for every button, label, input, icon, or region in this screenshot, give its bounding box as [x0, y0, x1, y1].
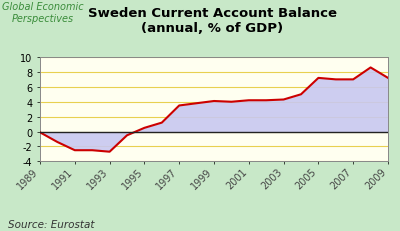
Text: Global Economic
Perspectives: Global Economic Perspectives	[2, 2, 84, 24]
Text: Sweden Current Account Balance
(annual, % of GDP): Sweden Current Account Balance (annual, …	[88, 7, 336, 35]
Text: Source: Eurostat: Source: Eurostat	[8, 219, 94, 229]
